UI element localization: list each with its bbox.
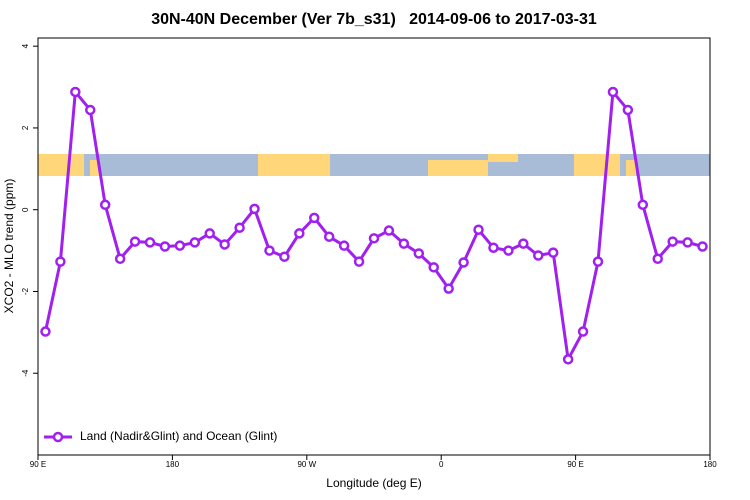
data-point	[533, 250, 544, 261]
x-tick-label: 90 W	[297, 460, 316, 469]
land-segment	[90, 160, 100, 176]
data-point	[129, 236, 141, 247]
data-point	[428, 262, 439, 273]
data-point	[353, 256, 365, 267]
data-point	[458, 257, 469, 268]
data-point	[398, 238, 410, 249]
data-point	[488, 242, 499, 253]
legend-label: Land (Nadir&Glint) and Ocean (Glint)	[80, 429, 277, 443]
data-point	[55, 256, 66, 267]
data-point	[607, 86, 619, 98]
data-point	[85, 104, 96, 116]
land-segment	[574, 154, 620, 176]
data-point	[577, 326, 589, 337]
land-segment	[626, 160, 636, 176]
data-point	[383, 225, 395, 236]
data-point	[368, 233, 380, 244]
legend: Land (Nadir&Glint) and Ocean (Glint)	[44, 429, 277, 443]
y-tick-label: 0	[21, 207, 30, 212]
data-point	[637, 199, 649, 211]
y-tick-label: -4	[21, 369, 30, 377]
land-segment	[38, 154, 84, 176]
data-point	[144, 237, 156, 248]
data-point	[697, 241, 708, 252]
data-point	[652, 253, 663, 265]
data-point	[294, 228, 305, 239]
data-point	[219, 239, 230, 250]
data-point	[338, 240, 350, 251]
data-point	[159, 241, 171, 252]
data-point	[518, 238, 529, 249]
data-point	[40, 326, 51, 337]
data-point	[413, 248, 425, 259]
y-tick-label: 4	[21, 43, 30, 48]
data-point	[189, 237, 201, 248]
data-point	[279, 251, 290, 262]
chart-title: 30N-40N December (Ver 7b_s31) 2014-09-06…	[151, 11, 597, 28]
data-point	[264, 245, 275, 256]
plot-frame	[37, 37, 711, 456]
y-tick-label: 2	[21, 125, 30, 130]
data-point	[234, 222, 245, 233]
data-point	[323, 231, 335, 242]
legend-swatch-point	[52, 431, 64, 443]
data-point	[473, 224, 484, 235]
land-segment	[488, 154, 518, 162]
land-segment	[258, 154, 330, 176]
land-ocean-band	[38, 154, 710, 176]
y-axis-label: XCO2 - MLO trend (ppm)	[2, 179, 16, 314]
data-point	[174, 240, 186, 251]
x-axis-label: Longitude (deg E)	[326, 476, 421, 490]
data-point	[443, 283, 454, 294]
data-point	[547, 247, 559, 258]
x-tick-label: 180	[166, 460, 180, 469]
data-point	[622, 104, 634, 116]
data-point	[114, 253, 126, 265]
data-point	[667, 236, 678, 247]
x-tick-label: 180	[703, 460, 717, 469]
land-segment	[428, 160, 488, 176]
data-point	[682, 237, 693, 248]
data-point	[562, 354, 574, 365]
data-point	[249, 203, 260, 215]
data-point	[503, 245, 514, 256]
ocean-band	[38, 154, 710, 176]
x-tick-label: 90 E	[567, 460, 583, 469]
data-point	[592, 256, 604, 267]
data-point	[99, 199, 111, 211]
series-line	[43, 88, 703, 365]
data-point	[309, 212, 320, 224]
x-tick-label: 0	[439, 460, 444, 469]
data-point	[70, 86, 81, 98]
x-tick-label: 90 E	[30, 460, 46, 469]
y-tick-label: -2	[21, 287, 30, 295]
data-point	[204, 228, 215, 239]
